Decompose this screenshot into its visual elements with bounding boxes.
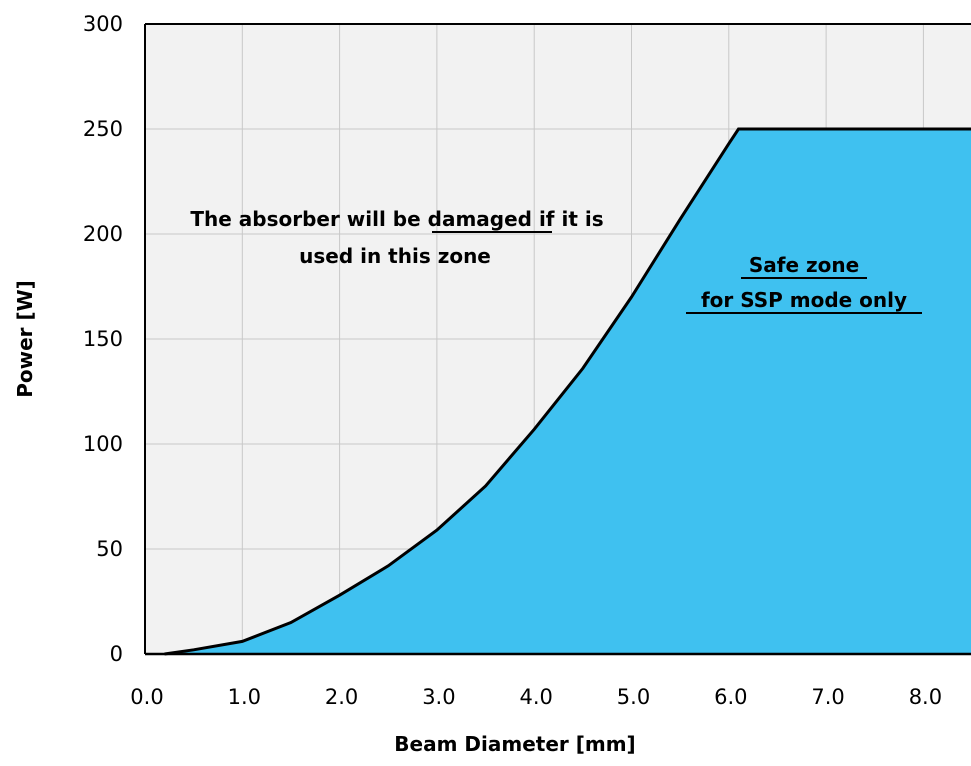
x-tick-label: 4.0	[519, 685, 552, 709]
x-tick-label: 5.0	[617, 685, 650, 709]
x-tick-label: 8.0	[909, 685, 942, 709]
safe-zone-line-2: for SSP mode only	[701, 288, 907, 312]
x-tick-labels: 0.0 1.0 2.0 3.0 4.0 5.0 6.0 7.0 8.0	[130, 685, 942, 709]
y-axis-title: Power [W]	[13, 280, 37, 398]
x-tick-label: 2.0	[325, 685, 358, 709]
damage-zone-line-2: used in this zone	[299, 244, 491, 268]
x-tick-label: 3.0	[422, 685, 455, 709]
x-tick-label: 0.0	[130, 685, 163, 709]
y-tick-label: 150	[83, 327, 123, 351]
y-tick-label: 250	[83, 117, 123, 141]
safe-zone-line-1: Safe zone	[749, 253, 859, 277]
y-tick-label: 200	[83, 222, 123, 246]
safe-zone-area	[164, 129, 971, 654]
x-tick-label: 1.0	[228, 685, 261, 709]
y-tick-labels: 0 50 100 150 200 250 300	[83, 12, 123, 666]
x-axis-title: Beam Diameter [mm]	[394, 732, 635, 756]
plot-frame	[144, 23, 971, 656]
damage-zone-line-1: The absorber will be damaged if it is	[190, 207, 603, 231]
threshold-curve	[164, 127, 971, 656]
y-tick-label: 100	[83, 432, 123, 456]
y-tick-label: 300	[83, 12, 123, 36]
safe-zone-annotation: Safe zone for SSP mode only	[686, 253, 922, 314]
y-tick-label: 50	[96, 537, 123, 561]
x-tick-label: 7.0	[811, 685, 844, 709]
damage-zone-annotation: The absorber will be damaged if it is us…	[190, 207, 603, 268]
x-tick-label: 6.0	[714, 685, 747, 709]
y-tick-label: 0	[110, 642, 123, 666]
